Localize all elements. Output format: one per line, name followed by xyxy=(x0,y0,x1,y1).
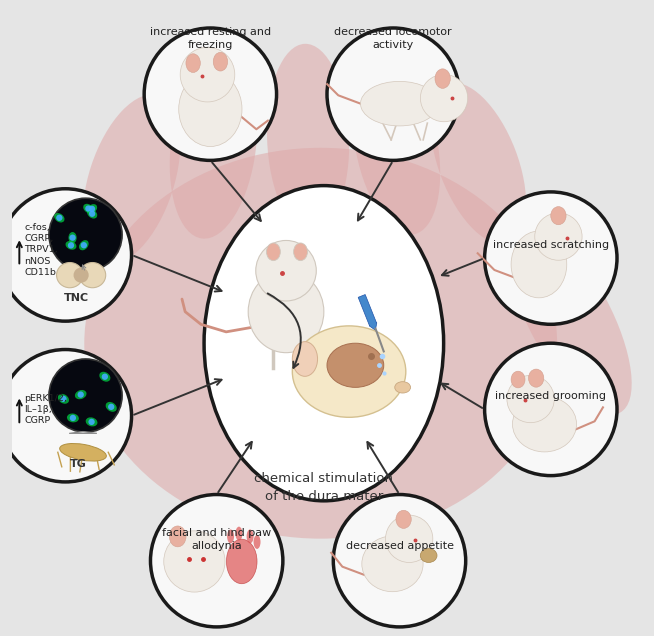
Ellipse shape xyxy=(551,207,566,225)
Circle shape xyxy=(73,268,89,282)
Circle shape xyxy=(327,28,459,160)
Text: increased grooming: increased grooming xyxy=(495,391,606,401)
Ellipse shape xyxy=(511,231,567,298)
Ellipse shape xyxy=(56,263,83,287)
Ellipse shape xyxy=(99,372,111,382)
Circle shape xyxy=(334,495,466,627)
Ellipse shape xyxy=(179,72,242,146)
Ellipse shape xyxy=(292,326,405,417)
Ellipse shape xyxy=(249,271,324,353)
FancyArrow shape xyxy=(358,294,377,330)
Ellipse shape xyxy=(360,81,438,126)
Ellipse shape xyxy=(186,54,200,73)
Ellipse shape xyxy=(226,539,257,584)
Circle shape xyxy=(49,198,122,272)
Circle shape xyxy=(150,495,283,627)
Ellipse shape xyxy=(169,526,186,547)
Ellipse shape xyxy=(87,204,97,214)
Circle shape xyxy=(102,373,108,380)
Ellipse shape xyxy=(67,413,79,422)
Ellipse shape xyxy=(327,343,384,387)
Circle shape xyxy=(181,47,235,102)
Ellipse shape xyxy=(58,394,69,404)
Ellipse shape xyxy=(170,51,257,238)
Ellipse shape xyxy=(235,527,243,541)
Text: facial and hind paw
allodynia: facial and hind paw allodynia xyxy=(162,529,271,551)
Circle shape xyxy=(0,350,131,482)
Circle shape xyxy=(164,531,225,592)
Ellipse shape xyxy=(86,417,97,427)
Ellipse shape xyxy=(395,382,411,393)
Ellipse shape xyxy=(267,44,349,233)
Text: TNC: TNC xyxy=(64,293,90,303)
Ellipse shape xyxy=(362,536,423,591)
Circle shape xyxy=(60,396,67,402)
Circle shape xyxy=(485,343,617,476)
Ellipse shape xyxy=(204,186,443,501)
Circle shape xyxy=(56,214,63,221)
Text: decreased locomotor
activity: decreased locomotor activity xyxy=(334,27,452,50)
Circle shape xyxy=(80,242,87,249)
Circle shape xyxy=(89,211,95,217)
Text: chemical stimulation
of the dura mater: chemical stimulation of the dura mater xyxy=(254,473,393,504)
Ellipse shape xyxy=(79,240,89,251)
Text: c-fos,
CGRP,
TRPV1,
nNOS
CD11b: c-fos, CGRP, TRPV1, nNOS CD11b xyxy=(24,223,58,277)
Ellipse shape xyxy=(83,94,181,265)
Ellipse shape xyxy=(511,371,525,388)
Ellipse shape xyxy=(87,209,97,219)
Ellipse shape xyxy=(396,510,411,529)
Circle shape xyxy=(70,415,76,421)
Circle shape xyxy=(68,242,74,249)
Circle shape xyxy=(256,240,317,301)
Ellipse shape xyxy=(227,529,234,543)
Ellipse shape xyxy=(106,402,117,411)
Ellipse shape xyxy=(69,232,77,244)
Ellipse shape xyxy=(292,342,318,377)
Ellipse shape xyxy=(75,390,86,399)
Circle shape xyxy=(108,404,114,410)
Ellipse shape xyxy=(79,263,106,287)
Ellipse shape xyxy=(430,83,526,244)
Text: pERK1/2,
IL–1β,
CGRP: pERK1/2, IL–1β, CGRP xyxy=(24,394,67,425)
Ellipse shape xyxy=(83,204,94,213)
Text: decreased appetite: decreased appetite xyxy=(345,541,453,551)
Ellipse shape xyxy=(247,529,254,543)
Ellipse shape xyxy=(213,52,228,71)
Circle shape xyxy=(385,515,433,562)
Circle shape xyxy=(535,213,582,260)
Circle shape xyxy=(0,189,131,321)
Ellipse shape xyxy=(421,549,437,562)
Circle shape xyxy=(78,391,84,398)
Circle shape xyxy=(88,418,95,425)
Ellipse shape xyxy=(266,243,281,261)
Circle shape xyxy=(485,192,617,324)
Ellipse shape xyxy=(294,243,307,261)
Ellipse shape xyxy=(84,148,557,539)
Ellipse shape xyxy=(528,369,544,387)
Ellipse shape xyxy=(353,55,440,235)
Ellipse shape xyxy=(513,396,577,452)
Circle shape xyxy=(507,375,554,423)
Circle shape xyxy=(421,74,468,121)
Circle shape xyxy=(49,359,122,432)
Text: increased resting and
freezing: increased resting and freezing xyxy=(150,27,271,50)
Circle shape xyxy=(89,205,95,212)
Ellipse shape xyxy=(254,535,260,549)
Ellipse shape xyxy=(65,241,77,250)
Ellipse shape xyxy=(508,221,632,415)
Text: TG: TG xyxy=(69,459,86,469)
Text: increased scratching: increased scratching xyxy=(492,240,609,250)
Ellipse shape xyxy=(435,69,451,88)
Polygon shape xyxy=(69,431,97,433)
Ellipse shape xyxy=(54,213,65,223)
Circle shape xyxy=(144,28,277,160)
Circle shape xyxy=(85,205,92,212)
Ellipse shape xyxy=(60,443,107,461)
Circle shape xyxy=(69,235,76,241)
